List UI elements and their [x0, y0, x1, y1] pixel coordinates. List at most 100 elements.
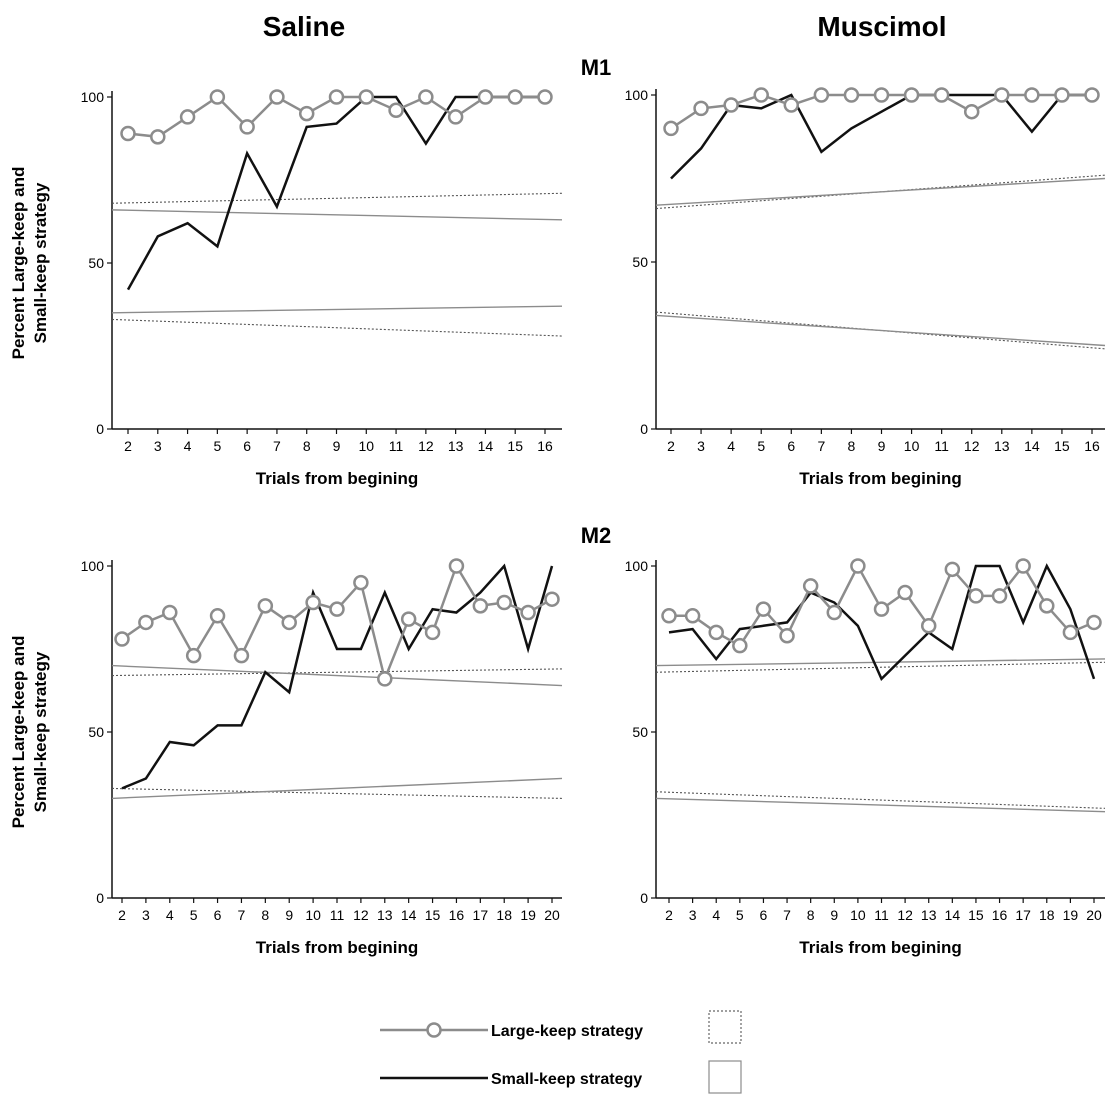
x-tick-label: 15 — [507, 438, 523, 454]
large-keep-point — [1086, 614, 1102, 631]
x-tick-label: 10 — [305, 907, 321, 923]
series-line-small-keep — [668, 563, 1096, 682]
large-keep-point — [903, 87, 920, 103]
x-tick-label: 11 — [874, 907, 889, 923]
x-tick-label: 4 — [166, 907, 174, 923]
large-keep-point — [663, 120, 679, 137]
large-keep-point — [873, 601, 890, 617]
large-keep-point — [418, 89, 434, 105]
x-tick-label: 7 — [817, 438, 825, 454]
x-tick-label: 7 — [273, 438, 281, 454]
y-tick-label: 0 — [96, 421, 104, 437]
series-line-small-keep — [121, 563, 554, 790]
large-keep-point — [507, 89, 523, 105]
x-tick-label: 8 — [848, 438, 856, 454]
x-tick-label: 20 — [1086, 907, 1102, 923]
band-dotted-lower — [111, 787, 563, 799]
y-tick-label: 0 — [96, 890, 104, 906]
band-dotted-lower — [655, 791, 1106, 809]
chart-panel-m1-muscimol: 0 50 100 2 3 4 5 6 7 8 9 10 11 12 13 14 15 16 Trials from … — [625, 87, 1106, 488]
x-tick-label: 16 — [449, 907, 465, 923]
large-keep-point — [753, 87, 769, 103]
large-keep-point — [544, 591, 560, 607]
band-dotted-upper — [111, 668, 563, 677]
x-tick-label: 5 — [213, 438, 221, 454]
x-tick-label: 8 — [303, 438, 311, 454]
band-solid-upper — [655, 658, 1106, 667]
large-keep-point — [944, 561, 961, 578]
x-tick-label: 19 — [520, 907, 536, 923]
large-keep-point — [897, 584, 913, 601]
large-keep-point — [162, 604, 178, 621]
band-solid-upper — [111, 664, 563, 687]
y-axis-label-line-2: Small-keep strategy — [31, 182, 50, 343]
large-keep-point — [693, 100, 709, 117]
x-tick-label: 16 — [992, 907, 1008, 923]
x-tick-label: 8 — [807, 907, 815, 923]
x-tick-label: 4 — [184, 438, 192, 454]
x-tick-label: 13 — [448, 438, 464, 454]
y-axis-label-line-2: Small-keep strategy — [31, 651, 50, 812]
large-keep-point — [269, 89, 285, 105]
x-tick-label: 3 — [697, 438, 705, 454]
x-tick-label: 14 — [1024, 438, 1040, 454]
large-keep-point — [779, 627, 795, 644]
band-solid-lower — [111, 777, 563, 800]
x-tick-label: 10 — [850, 907, 866, 923]
x-tick-label: 13 — [921, 907, 937, 923]
large-keep-point — [257, 598, 274, 614]
large-keep-point — [239, 119, 255, 135]
band-solid-lower — [655, 797, 1106, 813]
large-keep-point — [233, 647, 250, 664]
chart-panel-m1-saline: 0 50 100 2 3 4 5 6 7 8 9 10 11 12 13 14 15 16 Trials from … — [9, 89, 563, 488]
x-tick-label: 2 — [665, 907, 673, 923]
large-keep-point — [802, 578, 819, 594]
x-tick-label: 12 — [418, 438, 434, 454]
large-keep-point — [424, 624, 441, 641]
large-keep-point — [1062, 624, 1079, 641]
large-keep-point — [281, 614, 297, 631]
y-tick-label: 50 — [88, 255, 104, 271]
x-tick-label: 4 — [712, 907, 720, 923]
large-keep-point — [963, 103, 980, 120]
y-tick-label: 100 — [625, 558, 649, 574]
band-solid-upper — [655, 177, 1106, 206]
chart-panel-m2-saline: 0 50 100 2 3 4 5 6 7 8 9 10 11 12 13 14 15 16 17 18 19 20 Tria… — [9, 558, 563, 957]
band-dotted-upper — [111, 192, 563, 204]
large-keep-point — [755, 601, 772, 617]
large-keep-point — [447, 109, 464, 125]
large-keep-point — [723, 97, 739, 113]
series-line-small-keep — [670, 93, 1092, 180]
x-tick-label: 15 — [968, 907, 984, 923]
y-axis-label-line-1: Percent Large-keep and — [9, 167, 28, 360]
large-keep-point — [537, 89, 553, 105]
band-dotted-lower — [111, 318, 563, 337]
large-keep-point — [358, 89, 375, 105]
y-tick-label: 50 — [88, 724, 104, 740]
x-tick-label: 19 — [1063, 907, 1079, 923]
x-tick-label: 10 — [358, 438, 374, 454]
large-keep-point — [732, 637, 748, 654]
large-keep-point — [120, 125, 136, 142]
large-keep-point — [920, 618, 937, 634]
x-tick-label: 9 — [830, 907, 838, 923]
large-keep-point — [684, 608, 701, 624]
x-axis-label: Trials from begining — [256, 469, 418, 488]
large-keep-point — [353, 574, 369, 591]
large-keep-point — [138, 614, 154, 631]
large-keep-point — [114, 631, 130, 647]
series-line-small-keep — [126, 95, 545, 291]
large-keep-point — [472, 598, 489, 614]
y-tick-label: 50 — [632, 724, 648, 740]
x-tick-label: 9 — [285, 907, 293, 923]
y-tick-label: 100 — [81, 89, 105, 105]
legend-small-swatch — [708, 1060, 742, 1094]
large-keep-point — [329, 601, 345, 617]
x-tick-label: 9 — [878, 438, 886, 454]
x-tick-label: 8 — [261, 907, 269, 923]
large-keep-point — [448, 558, 465, 574]
large-keep-point — [1039, 598, 1055, 614]
x-tick-label: 18 — [496, 907, 512, 923]
x-tick-label: 17 — [473, 907, 489, 923]
band-dotted-upper — [655, 661, 1106, 673]
